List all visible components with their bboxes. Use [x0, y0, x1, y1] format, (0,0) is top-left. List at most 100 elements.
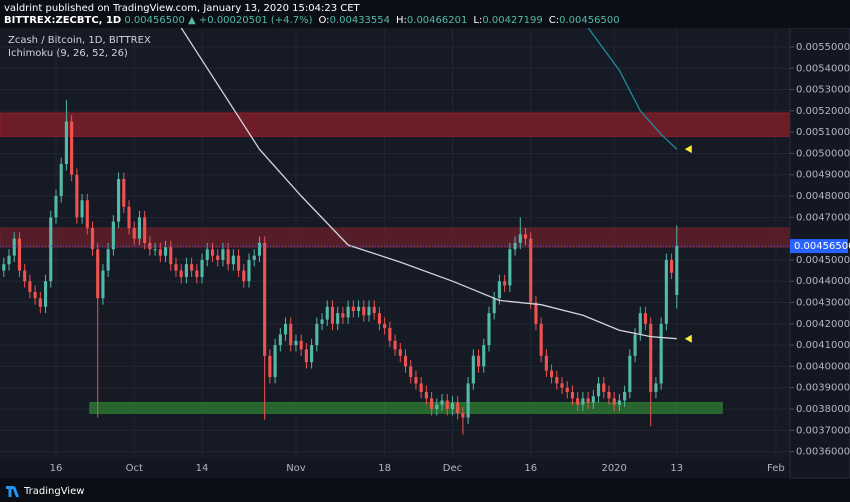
ohlc-label: C:	[549, 15, 559, 26]
candle-body	[278, 334, 282, 346]
candle-body	[403, 355, 408, 367]
candle-body	[17, 238, 22, 271]
candle-body	[195, 270, 199, 277]
candle-body	[450, 402, 455, 410]
candle-body	[184, 264, 188, 277]
x-tick-label: 2020	[601, 463, 626, 474]
candle-body	[367, 306, 371, 316]
candle-body	[643, 313, 648, 324]
candle-body	[388, 328, 392, 341]
candle-body	[419, 383, 423, 392]
candle-body	[398, 349, 402, 356]
candle-body	[649, 323, 653, 392]
candle-body	[310, 345, 314, 363]
candle-body	[12, 238, 16, 256]
candle-body	[304, 349, 308, 363]
candle-body	[325, 306, 329, 320]
candle-body	[38, 298, 42, 307]
candle-body	[602, 383, 606, 392]
candle-body	[544, 355, 548, 371]
candle-body	[143, 217, 147, 243]
candle-body	[54, 196, 58, 218]
candle-body	[101, 270, 105, 299]
candle-body	[2, 264, 6, 271]
candle-body	[221, 249, 225, 260]
candle-body	[315, 323, 319, 346]
candle-body	[497, 281, 501, 299]
zone	[0, 227, 791, 248]
candle-body	[508, 249, 512, 286]
candle-body	[570, 391, 575, 399]
candle-body	[664, 259, 668, 324]
candle-body	[617, 400, 621, 405]
candle-body	[23, 270, 27, 282]
candle-body	[80, 200, 84, 218]
candle-body	[550, 370, 554, 378]
candle-body	[529, 238, 533, 303]
candle-body	[430, 398, 434, 410]
header-cover	[0, 0, 850, 28]
candle-body	[409, 366, 413, 378]
candle-body	[435, 404, 439, 410]
candle-body	[628, 355, 632, 392]
candle-body	[461, 413, 465, 418]
candle-body	[471, 355, 475, 384]
candle-body	[237, 255, 241, 271]
candle-body	[132, 227, 136, 239]
candle-body	[523, 234, 528, 239]
x-tick-label: Nov	[286, 463, 306, 474]
candle-body	[372, 306, 376, 314]
candle-body	[623, 391, 627, 401]
candle-body	[257, 242, 262, 256]
end-marker	[684, 145, 692, 154]
candle-body	[7, 255, 11, 265]
candle-body	[179, 270, 183, 277]
candle-body	[210, 249, 215, 256]
candle-body	[560, 383, 564, 388]
candle-body	[90, 227, 95, 250]
legend-text: Zcash / Bitcoin, 1D, BITTREX	[8, 35, 151, 46]
x-tick-label: Feb	[767, 463, 785, 474]
candle-body	[283, 323, 288, 335]
candle-body	[163, 247, 168, 256]
candle-body	[513, 242, 517, 250]
candle-body	[85, 200, 89, 228]
x-tick-label: Dec	[443, 463, 462, 474]
y-tick-label: 0.00550000	[796, 42, 850, 53]
x-tick-label: 18	[378, 463, 391, 474]
candle-body	[216, 255, 220, 260]
end-marker	[684, 334, 692, 343]
ohlc-label: H:	[396, 15, 407, 26]
indicator-line	[180, 27, 677, 340]
change: ▲ +0.00020501 (+4.7%)	[188, 15, 313, 26]
legend-text: Ichimoku (9, 26, 52, 26)	[8, 48, 128, 59]
candle-body	[190, 264, 194, 271]
candle-body	[356, 306, 361, 312]
candle-body	[294, 340, 298, 346]
candle-body	[675, 246, 679, 295]
candle-body	[75, 174, 79, 218]
candle-body	[377, 313, 381, 324]
candle-body	[169, 247, 173, 265]
candle-body	[111, 221, 115, 250]
candle-body	[659, 323, 663, 384]
candle-body	[654, 383, 658, 392]
candle-body	[633, 334, 637, 356]
candle-body	[503, 281, 507, 286]
x-tick-label: 16	[524, 463, 537, 474]
candle-body	[351, 306, 355, 312]
candle-body	[534, 302, 538, 324]
x-tick-label: Oct	[126, 463, 143, 474]
